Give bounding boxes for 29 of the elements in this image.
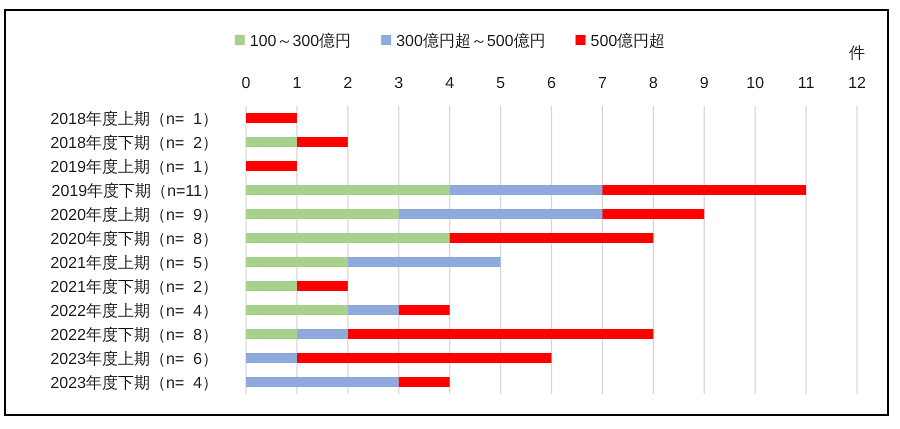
x-axis-title: 件	[849, 45, 865, 62]
y-tick-label: 2019年度上期（n= 1）	[50, 158, 218, 176]
y-tick-label: 2019年度下期（n=11）	[52, 182, 218, 200]
x-tick-label: 11	[798, 75, 814, 92]
x-tick-label: 2	[343, 75, 352, 92]
x-tick-label: 3	[394, 75, 404, 92]
y-tick-label: 2023年度上期（n= 6）	[50, 350, 218, 368]
x-tick-label: 1	[292, 75, 302, 92]
x-tick-label: 12	[848, 75, 866, 92]
legend-label: 100～300億円	[250, 32, 352, 50]
x-tick-label: 4	[445, 75, 454, 92]
y-tick-label: 2020年度上期（n= 9）	[50, 206, 218, 224]
y-tick-label: 2018年度上期（n= 1）	[50, 110, 218, 128]
x-tick-label: 5	[496, 75, 506, 92]
x-tick-label: 8	[648, 75, 658, 92]
legend-label: 500億円超	[590, 32, 666, 50]
x-tick-label: 0	[242, 75, 251, 92]
y-tick-label: 2018年度下期（n= 2）	[50, 134, 218, 152]
x-tick-label: 6	[547, 75, 556, 92]
y-tick-label: 2022年度上期（n= 4）	[50, 302, 218, 320]
y-tick-label: 2020年度下期（n= 8）	[50, 230, 218, 248]
y-tick-label: 2021年度上期（n= 5）	[50, 254, 218, 272]
y-tick-label: 2022年度下期（n= 8）	[50, 326, 218, 344]
x-tick-label: 7	[598, 75, 607, 92]
y-tick-label: 2023年度下期（n= 4）	[50, 374, 218, 392]
x-tick-label: 10	[746, 75, 764, 92]
legend-label: 300億円超～500億円	[396, 32, 546, 50]
x-tick-label: 9	[700, 75, 709, 92]
y-tick-label: 2021年度下期（n= 2）	[50, 278, 218, 296]
